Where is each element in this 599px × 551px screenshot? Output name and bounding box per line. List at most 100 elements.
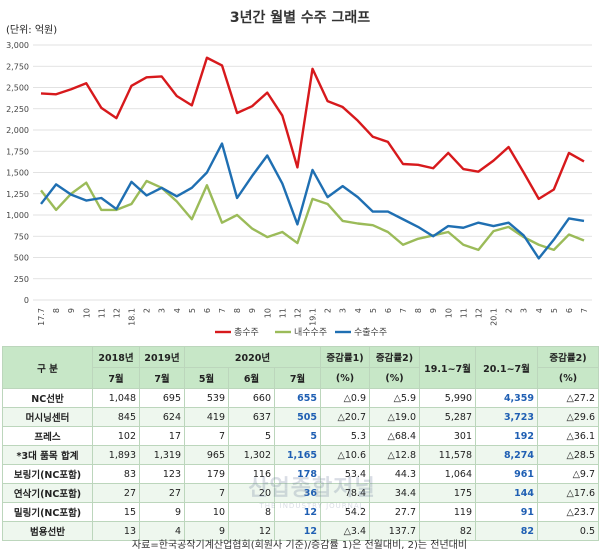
x-tick-label: 10 <box>82 308 91 318</box>
table-cell: 8 <box>228 502 275 522</box>
table-cell: 5.3 <box>320 426 370 446</box>
row-label: *3대 품목 합계 <box>2 445 93 465</box>
table-cell: 1,064 <box>419 464 476 484</box>
table-cell: 54.2 <box>320 502 370 522</box>
table-cell: 17 <box>139 426 185 446</box>
y-tick-label: 500 <box>14 254 29 263</box>
table-cell: △28.5 <box>537 445 599 465</box>
table-cell: △36.1 <box>537 426 599 446</box>
header-change2: 증감률2) <box>369 346 420 368</box>
table-cell: 20 <box>228 483 275 503</box>
x-tick-label: 5 <box>369 308 378 313</box>
table-cell: 9 <box>184 521 229 541</box>
table-cell: 1,165 <box>274 445 321 465</box>
legend-label: 내수수주 <box>294 327 327 338</box>
table-cell: 9 <box>139 502 185 522</box>
table-cell: 539 <box>184 388 229 408</box>
x-tick-label: 6 <box>384 308 393 313</box>
x-tick-label: 10 <box>263 308 272 318</box>
table-cell: △68.4 <box>369 426 420 446</box>
table-cell: 13 <box>92 521 140 541</box>
table-cell: 1,302 <box>228 445 275 465</box>
x-tick-label: 12 <box>112 308 121 318</box>
table-cell: 5 <box>228 426 275 446</box>
x-tick-label: 2 <box>143 308 152 313</box>
table-cell: △5.9 <box>369 388 420 408</box>
y-tick-label: 1,750 <box>6 147 29 156</box>
table-cell: 178 <box>274 464 321 484</box>
x-tick-label: 11 <box>459 308 468 318</box>
header-change3: 증감률2) <box>537 346 599 368</box>
x-tick-label: 6 <box>203 308 212 313</box>
y-tick-label: 250 <box>14 275 29 284</box>
x-tick-label: 11 <box>278 308 287 318</box>
orders-table: 구 분 2018년 2019년 2020년 증감률1) 증감률2) 19.1~7… <box>2 346 599 541</box>
y-tick-label: 2,750 <box>6 62 29 71</box>
table-cell: 15 <box>92 502 140 522</box>
header-pct3: (%) <box>537 367 599 389</box>
header-2019-month: 7월 <box>139 367 185 389</box>
unit-label: (단위: 억원) <box>6 23 57 36</box>
table-cell: 10 <box>184 502 229 522</box>
table-cell: 655 <box>274 388 321 408</box>
table-cell: 36 <box>274 483 321 503</box>
table-cell: △29.6 <box>537 407 599 427</box>
row-label: 범용선반 <box>2 521 93 541</box>
table-row: 머시닝센터 845 624 419 637 505 △20.7 △19.0 5,287 3,723… <box>2 407 599 427</box>
row-label: 연삭기(NC포함) <box>2 483 93 503</box>
table-cell: △23.7 <box>537 502 599 522</box>
series-lines <box>40 56 585 260</box>
row-label: NC선반 <box>2 388 93 408</box>
table-cell: 5 <box>274 426 321 446</box>
x-tick-label: 2 <box>505 308 514 313</box>
series-line-0 <box>40 56 585 201</box>
table-row: 연삭기(NC포함) 27 27 7 20 36 78.4 34.4 175 144 △17.6 <box>2 483 599 503</box>
x-tick-label: 5 <box>188 308 197 313</box>
table-cell: 8,274 <box>475 445 538 465</box>
table-cell: △9.7 <box>537 464 599 484</box>
x-tick-label: 8 <box>52 308 61 313</box>
table-cell: 11,578 <box>419 445 476 465</box>
source-note: 자료=한국공작기계산업협회(회원사 기준)/증감률 1)은 전월대비, 2)는 … <box>131 540 468 551</box>
header-2020-may: 5월 <box>184 367 229 389</box>
x-tick-label: 7 <box>399 308 408 313</box>
row-label: 밀링기(NC포함) <box>2 502 93 522</box>
table-cell: 91 <box>475 502 538 522</box>
table-cell: 78.4 <box>320 483 370 503</box>
x-tick-label: 18.1 <box>128 308 137 326</box>
table-cell: △3.4 <box>320 521 370 541</box>
row-label: 프레스 <box>2 426 93 446</box>
table-cell: 82 <box>475 521 538 541</box>
x-tick-label: 6 <box>565 308 574 313</box>
table-cell: 5,990 <box>419 388 476 408</box>
header-2020-jul: 7월 <box>274 367 321 389</box>
table-cell: 419 <box>184 407 229 427</box>
chart-title: 3년간 월별 수주 그래프 <box>230 9 370 26</box>
y-tick-label: 2,000 <box>6 126 29 135</box>
x-tick-label: 8 <box>233 308 242 313</box>
y-tick-label: 3,000 <box>6 41 29 50</box>
x-tick-label: 19.1 <box>309 308 318 326</box>
header-change1: 증감률1) <box>320 346 370 368</box>
table-row: 범용선반 13 4 9 12 12 △3.4 137.7 82 82 0.5 <box>2 521 599 541</box>
row-label: 머시닝센터 <box>2 407 93 427</box>
y-tick-label: 2,500 <box>6 84 29 93</box>
table-cell: 102 <box>92 426 140 446</box>
y-tick-label: 1,500 <box>6 169 29 178</box>
y-tick-label: 2,250 <box>6 105 29 114</box>
table-row: 밀링기(NC포함) 15 9 10 8 12 54.2 27.7 119 91 △23.7 <box>2 502 599 522</box>
table-cell: 137.7 <box>369 521 420 541</box>
x-tick-label: 4 <box>354 308 363 313</box>
orders-table-container: 구 분 2018년 2019년 2020년 증감률1) 증감률2) 19.1~7… <box>2 346 599 541</box>
table-cell: 3,723 <box>475 407 538 427</box>
table-cell: 27 <box>139 483 185 503</box>
header-2020: 2020년 <box>184 346 321 368</box>
legend-item: 수출수주 <box>335 327 387 338</box>
x-tick-label: 8 <box>414 308 423 313</box>
header-2019: 2019년 <box>139 346 185 368</box>
x-tick-label: 7 <box>580 308 589 313</box>
table-row: *3대 품목 합계 1,893 1,319 965 1,302 1,165 △10.6 △12… <box>2 445 599 465</box>
table-cell: 53.4 <box>320 464 370 484</box>
x-tick-label: 7 <box>218 308 227 313</box>
table-cell: 1,048 <box>92 388 140 408</box>
